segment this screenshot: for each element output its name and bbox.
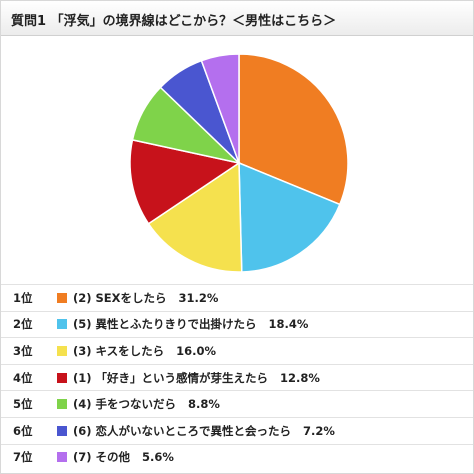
legend-row: 7位 (7) その他 5.6% <box>1 443 473 471</box>
chart-title: 質問1 「浮気」の境界線はどこから？＜男性はこちら＞ <box>11 14 337 29</box>
legend-swatch <box>57 319 67 330</box>
legend-row: 1位 (2) SEXをしたら 31.2% <box>1 284 473 311</box>
rank-label: 3位 <box>13 343 33 358</box>
pie-slice-1 <box>238 53 349 206</box>
legend-swatch <box>57 345 67 356</box>
legend-label: (1) 「好き」という感情が芽生えたら <box>73 370 269 385</box>
rank-label: 4位 <box>13 370 33 385</box>
legend-row: 2位 (5) 異性とふたりきりで出掛けたら 18.4% <box>1 310 473 338</box>
legend-label: (6) 恋人がいないところで異性と会ったら <box>73 423 292 438</box>
legend-swatch <box>57 292 67 303</box>
rank-label: 1位 <box>13 290 33 305</box>
legend-label: (2) SEXをしたら <box>73 290 167 305</box>
legend-swatch <box>57 425 67 436</box>
legend-value: 16.0% <box>176 343 217 358</box>
legend-swatch <box>57 452 67 463</box>
legend-label: (7) その他 <box>73 450 131 465</box>
legend-value: 12.8% <box>280 370 320 385</box>
title-bar: 質問1 「浮気」の境界線はどこから？＜男性はこちら＞ <box>1 1 473 36</box>
pie-slice-4 <box>129 138 241 225</box>
legend-swatch <box>57 399 67 410</box>
pie-slice-3 <box>147 161 243 273</box>
legend-table: 1位 (2) SEXをしたら 31.2% 2位 (5) 異性とふたりきりで出掛けたら 18… <box>1 284 473 470</box>
legend-row: 4位 (1) 「好き」という感情が芽生えたら 12.8% <box>1 363 473 391</box>
pie-slice-2 <box>238 161 341 273</box>
legend-value: 31.2% <box>178 290 219 305</box>
legend-row: 6位 (6) 恋人がいないところで異性と会ったら 7.2% <box>1 416 473 444</box>
pie-slice-7 <box>200 53 240 164</box>
legend-value: 18.4% <box>268 317 309 332</box>
legend-label: (4) 手をつないだら <box>73 397 177 412</box>
rank-label: 7位 <box>13 450 33 465</box>
legend-value: 5.6% <box>142 450 174 465</box>
legend-value: 8.8% <box>188 397 220 412</box>
rank-label: 5位 <box>13 397 33 412</box>
rank-label: 6位 <box>13 423 33 438</box>
legend-row: 3位 (3) キスをしたら 16.0% <box>1 337 473 364</box>
legend-swatch <box>57 372 67 383</box>
rank-label: 2位 <box>13 317 33 332</box>
pie-chart <box>129 53 349 273</box>
legend-row: 5位 (4) 手をつないだら 8.8% <box>1 390 473 417</box>
legend-label: (3) キスをしたら <box>73 343 165 358</box>
legend-value: 7.2% <box>303 423 335 438</box>
legend-label: (5) 異性とふたりきりで出掛けたら <box>73 317 257 332</box>
